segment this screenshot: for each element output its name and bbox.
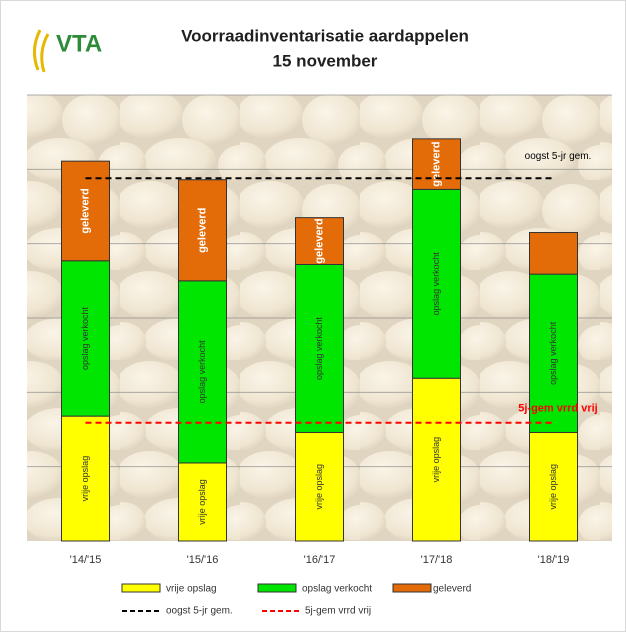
legend-label: opslag verkocht [302, 584, 372, 595]
segment-label: geleverd [313, 218, 325, 263]
x-tick-label: '17/'18 [421, 554, 453, 566]
bar-segment [529, 232, 578, 275]
logo: VTA [33, 29, 102, 73]
bar-segment [295, 217, 344, 265]
legend-swatch [392, 583, 432, 593]
legend-label: geleverd [433, 584, 471, 595]
segment-label: vrije opslag [80, 456, 90, 502]
segment-label: opslag verkocht [431, 252, 441, 316]
segment-label: opslag verkocht [548, 321, 558, 385]
bar-segment [412, 138, 461, 190]
reference-label: oogst 5-jr gem. [525, 151, 592, 162]
segment-label: geleverd [430, 142, 442, 187]
legend-label: 5j-gem vrrd vrij [305, 606, 371, 617]
bar-segment [61, 415, 110, 542]
segment-label: vrije opslag [548, 464, 558, 510]
segment-label: geleverd [196, 208, 208, 253]
chart-subtitle: 15 november [273, 51, 378, 70]
segment-label: opslag verkocht [197, 340, 207, 404]
legend-swatch [257, 583, 297, 593]
legend-label: oogst 5-jr gem. [166, 606, 233, 617]
x-tick-label: '18/'19 [538, 554, 570, 566]
segment-label: vrije opslag [197, 479, 207, 525]
bar-segment [178, 462, 227, 542]
bar-segment [295, 431, 344, 542]
reference-label: 5j-gem vrrd vrij [518, 403, 597, 415]
bar-segment [178, 280, 227, 464]
x-tick-label: '15/'16 [187, 554, 219, 566]
segment-label: vrije opslag [431, 437, 441, 483]
segment-label: opslag verkocht [314, 316, 324, 380]
x-tick-label: '16/'17 [304, 554, 336, 566]
bar-segment [295, 263, 344, 433]
chart-title: Voorraadinventarisatie aardappelen [181, 26, 469, 45]
x-tick-label: '14/'15 [70, 554, 102, 566]
bar-segment [529, 273, 578, 433]
legend-swatch [121, 583, 161, 593]
logo-text: VTA [56, 30, 102, 57]
segment-label: opslag verkocht [80, 306, 90, 370]
bar-segment [178, 179, 227, 282]
legend-label: vrije opslag [166, 584, 217, 595]
bar-segment [61, 260, 110, 417]
bar-segment [412, 188, 461, 379]
segment-label: geleverd [79, 188, 91, 233]
segment-label: vrije opslag [314, 464, 324, 510]
bar-segment [529, 431, 578, 542]
